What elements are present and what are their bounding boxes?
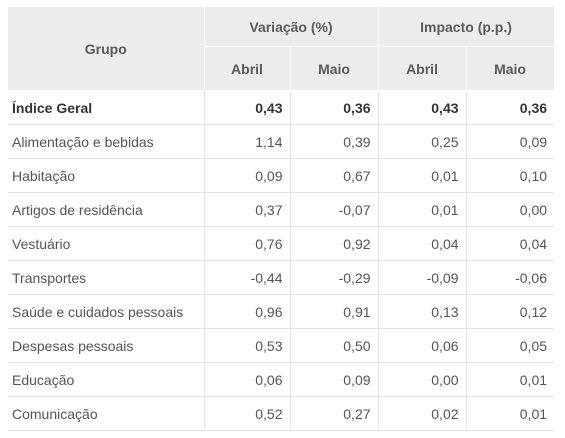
cell-impacto-abril: 0,13 <box>377 294 467 329</box>
cell-impacto-maio: 0,05 <box>465 328 555 363</box>
cell-variacao-maio: 0,92 <box>289 226 379 261</box>
cell-impacto-abril: 0,02 <box>377 396 467 431</box>
cell-variacao-maio: 0,27 <box>289 396 379 431</box>
cell-variacao-abril: -0,44 <box>203 260 290 295</box>
cell-grupo: Vestuário <box>8 226 204 261</box>
cell-variacao-abril: 0,09 <box>203 158 290 193</box>
cell-impacto-maio: 0,04 <box>465 226 555 261</box>
cell-variacao-maio: -0,29 <box>289 260 379 295</box>
cell-variacao-abril: 1,14 <box>203 124 290 159</box>
cell-impacto-maio: 0,10 <box>465 158 555 193</box>
cell-grupo: Alimentação e bebidas <box>8 124 204 159</box>
cell-impacto-maio: -0,06 <box>465 260 555 295</box>
table-header: Grupo Variação (%) Impacto (p.p.) Abril … <box>8 6 555 91</box>
cell-impacto-maio: 0,12 <box>465 294 555 329</box>
table-body: Índice Geral 0,43 0,36 0,43 0,36 Alimentação … <box>8 90 555 431</box>
cell-variacao-maio: 0,39 <box>289 124 379 159</box>
table-row: Vestuário 0,76 0,92 0,04 0,04 <box>8 226 555 261</box>
header-impacto: Impacto (p.p.) <box>377 6 555 47</box>
cell-variacao-abril: 0,53 <box>203 328 290 363</box>
cell-variacao-maio: 0,36 <box>289 90 379 125</box>
cell-impacto-maio: 0,00 <box>465 192 555 227</box>
cell-variacao-abril: 0,43 <box>203 90 290 125</box>
cell-variacao-maio: 0,09 <box>289 362 379 397</box>
cell-variacao-maio: -0,07 <box>289 192 379 227</box>
cell-impacto-abril: 0,01 <box>377 192 467 227</box>
cell-grupo: Transportes <box>8 260 204 295</box>
inflation-table: Grupo Variação (%) Impacto (p.p.) Abril … <box>8 6 555 431</box>
cell-grupo: Educação <box>8 362 204 397</box>
header-grupo: Grupo <box>8 6 205 91</box>
table-row: Alimentação e bebidas 1,14 0,39 0,25 0,09 <box>8 124 555 159</box>
cell-variacao-maio: 0,91 <box>289 294 379 329</box>
header-variacao-abril: Abril <box>203 46 291 91</box>
cell-impacto-maio: 0,36 <box>465 90 555 125</box>
cell-grupo: Artigos de residência <box>8 192 204 227</box>
cell-impacto-abril: -0,09 <box>377 260 467 295</box>
header-variacao: Variação (%) <box>203 6 379 47</box>
header-variacao-maio: Maio <box>289 46 379 91</box>
cell-variacao-abril: 0,52 <box>203 396 290 431</box>
cell-grupo: Habitação <box>8 158 204 193</box>
cell-impacto-maio: 0,01 <box>465 396 555 431</box>
table-row: Despesas pessoais 0,53 0,50 0,06 0,05 <box>8 328 555 363</box>
cell-impacto-maio: 0,01 <box>465 362 555 397</box>
table-row: Comunicação 0,52 0,27 0,02 0,01 <box>8 396 555 431</box>
cell-impacto-abril: 0,06 <box>377 328 467 363</box>
cell-impacto-abril: 0,43 <box>377 90 467 125</box>
header-impacto-maio: Maio <box>465 46 555 91</box>
cell-variacao-maio: 0,67 <box>289 158 379 193</box>
header-impacto-abril: Abril <box>377 46 467 91</box>
cell-impacto-maio: 0,09 <box>465 124 555 159</box>
cell-impacto-abril: 0,04 <box>377 226 467 261</box>
cell-variacao-abril: 0,37 <box>203 192 290 227</box>
cell-grupo: Saúde e cuidados pessoais <box>8 294 204 329</box>
table-row-indice-geral: Índice Geral 0,43 0,36 0,43 0,36 <box>8 90 555 125</box>
cell-impacto-abril: 0,25 <box>377 124 467 159</box>
cell-grupo: Índice Geral <box>8 90 204 125</box>
cell-impacto-abril: 0,01 <box>377 158 467 193</box>
table-row: Transportes -0,44 -0,29 -0,09 -0,06 <box>8 260 555 295</box>
cell-grupo: Despesas pessoais <box>8 328 204 363</box>
table-row: Saúde e cuidados pessoais 0,96 0,91 0,13 0,1… <box>8 294 555 329</box>
cell-variacao-abril: 0,06 <box>203 362 290 397</box>
table-row: Artigos de residência 0,37 -0,07 0,01 0,00 <box>8 192 555 227</box>
table-row: Educação 0,06 0,09 0,00 0,01 <box>8 362 555 397</box>
cell-variacao-abril: 0,96 <box>203 294 290 329</box>
cell-impacto-abril: 0,00 <box>377 362 467 397</box>
cell-variacao-abril: 0,76 <box>203 226 290 261</box>
table-row: Habitação 0,09 0,67 0,01 0,10 <box>8 158 555 193</box>
cell-grupo: Comunicação <box>8 396 204 431</box>
cell-variacao-maio: 0,50 <box>289 328 379 363</box>
